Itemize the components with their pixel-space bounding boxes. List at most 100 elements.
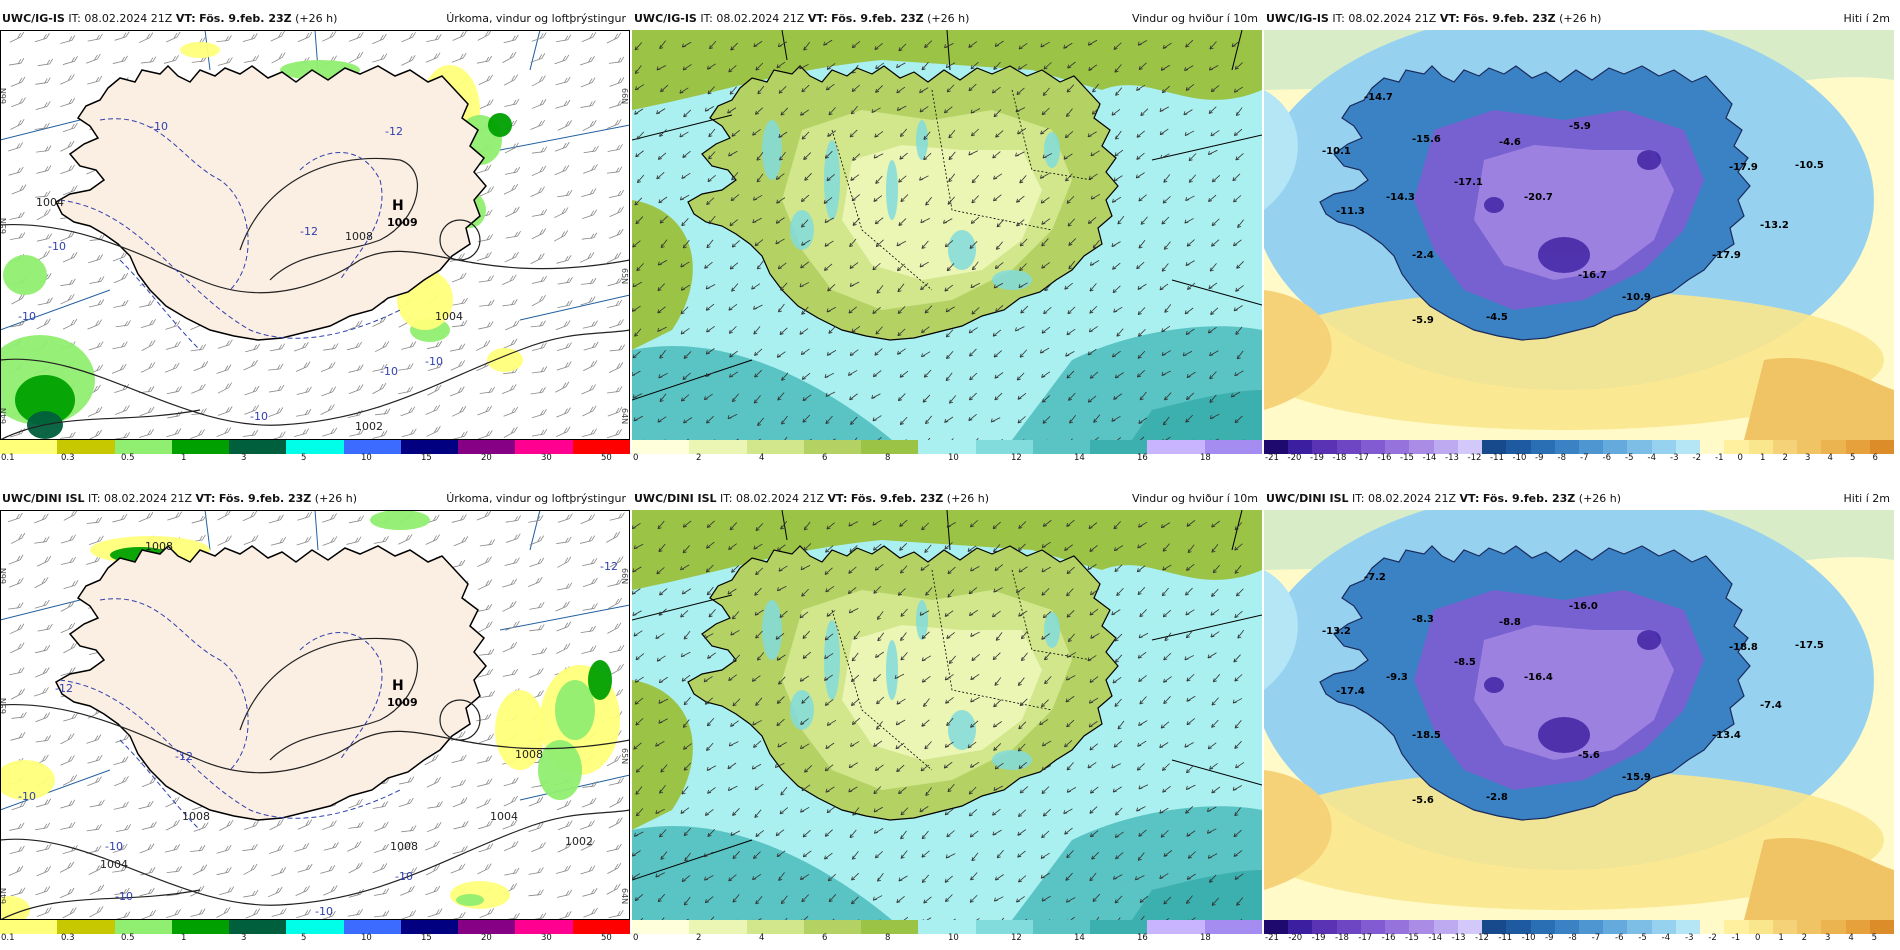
temperature-label: -10 (395, 870, 413, 883)
precip-swatch (458, 440, 516, 454)
high-pressure-label: H (392, 198, 404, 214)
vt-value: Fös. 9.feb. 23Z (199, 12, 292, 25)
temp-swatch (1821, 440, 1847, 454)
precip-swatch (57, 920, 116, 934)
temp-swatch (1797, 440, 1822, 454)
panel-title: Hiti í 2m (1843, 492, 1890, 505)
temperature-label: -10 (115, 890, 133, 903)
temperature-label: -10 (18, 310, 36, 323)
precip-tick-label: 20 (481, 933, 492, 943)
temp-swatch (1385, 920, 1410, 934)
temperature-value: -2.8 (1486, 792, 1508, 803)
latitude-label: 66N (0, 568, 8, 584)
temperature-value: -10.9 (1622, 292, 1651, 303)
temp-swatch (1603, 440, 1628, 454)
temp-tick-label: -2 (1692, 453, 1701, 463)
temp-tick-label: -18 (1332, 453, 1347, 463)
isobars (0, 157, 630, 440)
latitude-label: 64N (620, 408, 629, 424)
precip-tick-label: 1 (181, 933, 187, 943)
temp-tick-label: -15 (1400, 453, 1414, 463)
temp-tick-label: 5 (1850, 453, 1856, 463)
wind-swatch (1032, 440, 1091, 454)
temp-swatch (1288, 920, 1313, 934)
isobar-label: 1008 (515, 748, 543, 761)
temperature-value: -9.3 (1386, 672, 1408, 683)
temperature-value: -13.2 (1760, 220, 1789, 231)
temperature-label: -10 (18, 790, 36, 803)
temperature-value: -5.9 (1412, 315, 1434, 326)
temperature-value: -16.0 (1569, 601, 1598, 612)
model-name: UWC/DINI ISL (634, 492, 717, 505)
latitude-label: 65N (620, 748, 629, 764)
temperature-value: -18.5 (1412, 730, 1441, 741)
wind-swatch (1204, 440, 1263, 454)
temp-swatch (1433, 920, 1459, 934)
precip-swatch (572, 920, 631, 934)
precip-swatch (0, 440, 58, 454)
temperature-label: -12 (385, 125, 403, 138)
model-name: UWC/IG-IS (2, 12, 65, 25)
temp-swatch (1748, 920, 1774, 934)
temp-tick-label: -10 (1521, 933, 1536, 943)
temp-tick-label: -18 (1335, 933, 1349, 943)
precip-tick-label: 0.3 (61, 933, 75, 943)
wind-tick-label: 2 (696, 933, 702, 943)
temp-colorbar: -21 -20 -19 -18 -17 -16 -15 -14 -13 -12 -11 -10 -9 -8… (1264, 920, 1895, 943)
temp-tick-label: -2 (1708, 933, 1717, 943)
temp-tick-label: -20 (1288, 933, 1303, 943)
wind-map[interactable] (632, 30, 1262, 440)
temp-swatch (1554, 440, 1580, 454)
temperature-value: -11.3 (1336, 206, 1365, 217)
temp-swatch (1506, 920, 1532, 934)
it-label: IT: (700, 12, 713, 25)
precip-tick-label: 20 (481, 453, 492, 463)
wind-swatch (975, 920, 1034, 934)
temp-tick-label: -8 (1557, 453, 1566, 463)
panel-title: Úrkoma, vindur og loftþrýstingur (446, 12, 626, 25)
temp-tick-label: -12 (1467, 453, 1482, 463)
temp-swatch (1845, 920, 1871, 934)
temp-swatch (1530, 920, 1556, 934)
temp-tick-label: -10 (1512, 453, 1527, 463)
temp-tick-label: -1 (1715, 453, 1724, 463)
isobar-label: 1008 (390, 840, 418, 853)
model-name: UWC/DINI ISL (2, 492, 85, 505)
precip-map[interactable]: H 1009 1008 1004 1008 1004 1002 1008 1008 -12 -12 -… (0, 510, 630, 920)
temp-tick-label: 4 (1848, 933, 1854, 943)
temp-swatch (1554, 920, 1580, 934)
it-label: IT: (68, 12, 81, 25)
temp-swatch (1724, 920, 1750, 934)
temp-swatch (1700, 920, 1725, 934)
precip-swatch (114, 440, 173, 454)
wind-tick-label: 6 (822, 453, 828, 463)
temp-map[interactable]: -7.2 -8.3 -13.2 -9.3 -17.4 -8.5 -16.4 -8.8 -16.0… (1264, 510, 1894, 920)
model-name: UWC/IG-IS (634, 12, 697, 25)
panel-header-info: UWC/DINI ISL IT: 08.02.2024 21Z VT: Fös.… (1266, 488, 1621, 510)
wind-swatch (861, 440, 919, 454)
temperature-value: -17.4 (1336, 686, 1365, 697)
precip-map[interactable]: H 1009 1004 1008 1002 1004 -12 -12 -10 -10 -10 -10 -… (0, 30, 630, 440)
temp-map[interactable]: -14.7 -15.6 -10.1 -14.3 -11.3 -17.1 -20.7 -4.6 -… (1264, 30, 1894, 440)
precip-swatch (343, 440, 402, 454)
temp-tick-label: -3 (1685, 933, 1694, 943)
wind-map[interactable] (632, 510, 1262, 920)
temp-swatch (1482, 920, 1507, 934)
precip-swatch (229, 440, 287, 454)
temp-tick-label: 5 (1871, 933, 1878, 943)
precip-tick-label: 0.1 (1, 453, 15, 463)
temp-tick-label: -14 (1422, 453, 1437, 463)
isobar-label: 1004 (36, 196, 64, 209)
wind-swatch (689, 440, 748, 454)
precip-tick-label: 15 (421, 933, 432, 943)
temperature-label: -10 (48, 240, 66, 253)
it-value: 08.02.2024 21Z (1368, 492, 1457, 505)
lead-time: (+26 h) (946, 492, 990, 505)
vt-value: Fös. 9.feb. 23Z (1463, 12, 1556, 25)
precip-tick-label: 0.5 (121, 933, 135, 943)
precip-panel: UWC/DINI ISL IT: 08.02.2024 21Z VT: Fös.… (0, 488, 631, 948)
panel-header-info: UWC/IG-IS IT: 08.02.2024 21Z VT: Fös. 9.… (1266, 8, 1601, 30)
wind-swatch (803, 920, 862, 934)
wind-swatch (975, 440, 1034, 454)
precip-swatch (343, 920, 402, 934)
